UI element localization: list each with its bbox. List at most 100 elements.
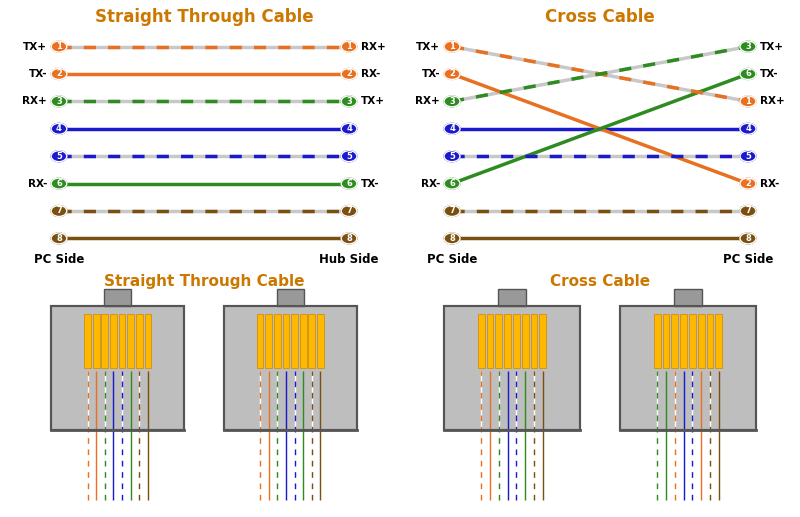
Text: 5: 5 xyxy=(449,151,455,161)
Bar xyxy=(118,313,126,368)
Text: RX-: RX- xyxy=(760,178,779,189)
Circle shape xyxy=(342,178,357,189)
Text: 8: 8 xyxy=(56,234,62,243)
Circle shape xyxy=(51,96,67,107)
Bar xyxy=(513,313,520,368)
Text: PC Side: PC Side xyxy=(34,253,84,266)
Circle shape xyxy=(51,178,67,189)
Text: 1: 1 xyxy=(346,42,352,51)
Bar xyxy=(478,313,485,368)
Text: 6: 6 xyxy=(449,179,455,188)
Bar xyxy=(444,306,580,430)
Bar xyxy=(444,306,580,430)
Circle shape xyxy=(342,124,357,134)
Text: 7: 7 xyxy=(449,206,455,216)
Bar xyxy=(274,313,281,368)
Circle shape xyxy=(51,41,67,52)
Text: 2: 2 xyxy=(56,69,62,79)
Bar xyxy=(662,313,670,368)
Bar xyxy=(486,313,494,368)
Circle shape xyxy=(342,151,357,162)
Text: RX-: RX- xyxy=(361,69,380,79)
Circle shape xyxy=(444,68,460,80)
Bar xyxy=(84,313,91,368)
Text: 8: 8 xyxy=(346,234,352,243)
Circle shape xyxy=(444,124,460,134)
Bar xyxy=(223,306,357,430)
Text: 4: 4 xyxy=(449,124,455,133)
Text: 8: 8 xyxy=(449,234,455,243)
Text: 3: 3 xyxy=(745,42,751,51)
Bar xyxy=(504,313,511,368)
Text: Hub Side: Hub Side xyxy=(319,253,378,266)
Circle shape xyxy=(444,205,460,217)
Text: 1: 1 xyxy=(56,42,62,51)
Bar xyxy=(498,288,526,306)
Circle shape xyxy=(51,205,67,217)
Circle shape xyxy=(740,205,756,217)
Bar xyxy=(282,313,290,368)
Text: RX-: RX- xyxy=(421,178,440,189)
Text: 3: 3 xyxy=(56,97,62,106)
Text: RX+: RX+ xyxy=(760,96,785,107)
Bar xyxy=(620,306,756,430)
Text: TX-: TX- xyxy=(422,69,440,79)
Bar xyxy=(698,313,705,368)
Bar xyxy=(93,313,99,368)
Bar xyxy=(51,306,185,430)
Text: TX-: TX- xyxy=(29,69,47,79)
Bar xyxy=(136,313,142,368)
Bar xyxy=(223,306,357,430)
Circle shape xyxy=(342,68,357,80)
Bar xyxy=(680,313,687,368)
Bar xyxy=(291,313,298,368)
Text: RX+: RX+ xyxy=(361,41,386,52)
Text: PC Side: PC Side xyxy=(723,253,773,266)
Bar xyxy=(317,313,324,368)
Text: TX+: TX+ xyxy=(760,41,784,52)
Circle shape xyxy=(444,151,460,162)
Text: 2: 2 xyxy=(745,179,751,188)
Text: 4: 4 xyxy=(745,124,751,133)
Text: 6: 6 xyxy=(745,69,751,79)
Bar xyxy=(266,313,272,368)
Bar xyxy=(522,313,529,368)
Text: 4: 4 xyxy=(56,124,62,133)
Bar xyxy=(539,313,546,368)
Text: TX-: TX- xyxy=(760,69,778,79)
Bar xyxy=(104,288,131,306)
Text: 5: 5 xyxy=(346,151,352,161)
Text: TX+: TX+ xyxy=(416,41,440,52)
Bar xyxy=(495,313,502,368)
Bar xyxy=(127,313,134,368)
Text: 4: 4 xyxy=(346,124,352,133)
Text: 7: 7 xyxy=(745,206,751,216)
Bar xyxy=(689,313,696,368)
Circle shape xyxy=(342,205,357,217)
Circle shape xyxy=(740,233,756,244)
Bar xyxy=(300,313,306,368)
Text: 2: 2 xyxy=(449,69,455,79)
Text: RX+: RX+ xyxy=(22,96,47,107)
Bar xyxy=(674,288,702,306)
Circle shape xyxy=(342,41,357,52)
Text: 1: 1 xyxy=(745,97,751,106)
Text: 7: 7 xyxy=(56,206,62,216)
Bar xyxy=(277,288,304,306)
Bar xyxy=(671,313,678,368)
Circle shape xyxy=(342,233,357,244)
Bar xyxy=(102,313,108,368)
Text: TX+: TX+ xyxy=(23,41,47,52)
Text: 5: 5 xyxy=(56,151,62,161)
Text: TX+: TX+ xyxy=(361,96,385,107)
Circle shape xyxy=(51,68,67,80)
Text: RX+: RX+ xyxy=(415,96,440,107)
Text: Cross Cable: Cross Cable xyxy=(550,274,650,289)
Circle shape xyxy=(444,41,460,52)
Circle shape xyxy=(51,151,67,162)
Circle shape xyxy=(740,96,756,107)
Text: Cross Cable: Cross Cable xyxy=(545,8,655,26)
Text: Straight Through Cable: Straight Through Cable xyxy=(104,274,304,289)
Bar xyxy=(706,313,714,368)
Text: 1: 1 xyxy=(449,42,455,51)
